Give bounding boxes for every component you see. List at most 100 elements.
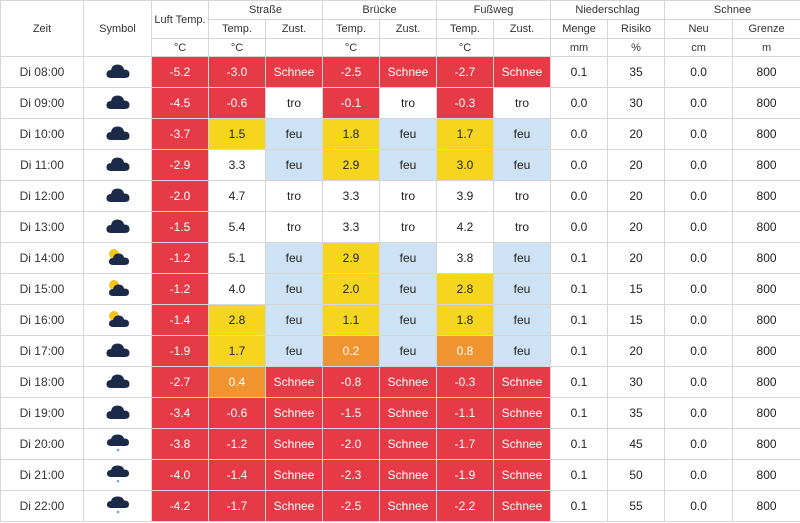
cloud-snow-icon — [105, 495, 131, 518]
cell-luft-temp: -2.0 — [151, 180, 209, 212]
cell-bruecke-temp: 3.3 — [322, 211, 381, 243]
unit-strasse-temp: °C — [208, 38, 266, 57]
cell-menge: 0.0 — [550, 180, 609, 212]
unit-bruecke-zust — [379, 38, 438, 57]
cell-risiko: 20 — [607, 149, 666, 181]
cell-bruecke-temp: 2.9 — [322, 149, 381, 181]
cell-grenze: 800 — [732, 397, 800, 429]
table-header: Zeit Symbol Luft Temp. Straße Brücke Fuß… — [0, 0, 800, 57]
header-neu: Neu — [664, 19, 734, 39]
cell-symbol — [83, 397, 152, 429]
cell-zeit: Di 21:00 — [0, 459, 84, 491]
unit-menge: mm — [550, 38, 609, 57]
cell-bruecke-zust: feu — [379, 335, 438, 367]
cell-menge: 0.1 — [550, 273, 609, 305]
cell-neu: 0.0 — [664, 304, 734, 336]
cell-bruecke-zust: feu — [379, 149, 438, 181]
cell-symbol — [83, 56, 152, 88]
cell-bruecke-temp: -2.3 — [322, 459, 381, 491]
cloud-icon — [105, 124, 131, 145]
cell-fussweg-temp: 4.2 — [436, 211, 495, 243]
cell-symbol — [83, 149, 152, 181]
header-fussweg-zust: Zust. — [493, 19, 552, 39]
cell-bruecke-zust: Schnee — [379, 397, 438, 429]
unit-fussweg-temp: °C — [436, 38, 495, 57]
cell-bruecke-temp: -0.1 — [322, 87, 381, 119]
cell-strasse-zust: feu — [264, 149, 324, 181]
cell-zeit: Di 11:00 — [0, 149, 84, 181]
cell-bruecke-temp: 1.8 — [322, 118, 381, 150]
cell-neu: 0.0 — [664, 428, 734, 460]
cell-zeit: Di 15:00 — [0, 273, 84, 305]
cell-luft-temp: -1.4 — [151, 304, 209, 336]
cell-bruecke-temp: -2.5 — [322, 490, 381, 522]
cell-strasse-zust: feu — [264, 273, 324, 305]
cell-fussweg-zust: Schnee — [493, 397, 552, 429]
cell-strasse-zust: Schnee — [264, 459, 324, 491]
header-niederschlag: Niederschlag — [550, 0, 666, 20]
cell-strasse-temp: 1.5 — [208, 118, 266, 150]
table-row: Di 22:00 -4.2 -1.7 Schnee -2.5 Schnee -2.2 Schn… — [0, 490, 800, 522]
cell-luft-temp: -2.7 — [151, 366, 209, 398]
cell-zeit: Di 13:00 — [0, 211, 84, 243]
cell-fussweg-temp: -0.3 — [436, 366, 495, 398]
cell-strasse-zust: feu — [264, 118, 324, 150]
unit-grenze: m — [732, 38, 800, 57]
cell-menge: 0.0 — [550, 87, 609, 119]
cell-risiko: 45 — [607, 428, 666, 460]
cell-menge: 0.1 — [550, 397, 609, 429]
cloud-icon — [105, 372, 131, 393]
cell-neu: 0.0 — [664, 397, 734, 429]
header-bruecke-zust: Zust. — [379, 19, 438, 39]
cell-luft-temp: -3.4 — [151, 397, 209, 429]
cell-menge: 0.1 — [550, 56, 609, 88]
table-row: Di 08:00 -5.2 -3.0 Schnee -2.5 Schnee -2.7 Schn… — [0, 56, 800, 88]
cell-fussweg-zust: feu — [493, 118, 552, 150]
cell-fussweg-temp: -1.7 — [436, 428, 495, 460]
cell-risiko: 20 — [607, 118, 666, 150]
cell-bruecke-zust: feu — [379, 118, 438, 150]
header-schnee: Schnee — [664, 0, 800, 20]
cell-strasse-zust: Schnee — [264, 366, 324, 398]
cell-bruecke-zust: feu — [379, 273, 438, 305]
cell-bruecke-zust: Schnee — [379, 490, 438, 522]
cell-grenze: 800 — [732, 118, 800, 150]
cell-symbol — [83, 490, 152, 522]
cell-fussweg-temp: -1.9 — [436, 459, 495, 491]
cell-menge: 0.1 — [550, 304, 609, 336]
cell-menge: 0.1 — [550, 335, 609, 367]
cell-strasse-temp: 0.4 — [208, 366, 266, 398]
unit-risiko: % — [607, 38, 666, 57]
table-row: Di 19:00 -3.4 -0.6 Schnee -1.5 Schnee -1.1 Schn… — [0, 397, 800, 429]
sun-cloud-icon — [105, 278, 131, 301]
cell-fussweg-temp: -1.1 — [436, 397, 495, 429]
cell-symbol — [83, 428, 152, 460]
cell-bruecke-zust: feu — [379, 242, 438, 274]
cell-risiko: 30 — [607, 366, 666, 398]
sun-cloud-icon — [105, 309, 131, 332]
header-menge: Menge — [550, 19, 609, 39]
cell-grenze: 800 — [732, 242, 800, 274]
cell-fussweg-zust: Schnee — [493, 428, 552, 460]
cell-fussweg-temp: -2.2 — [436, 490, 495, 522]
table-row: Di 10:00 -3.7 1.5 feu 1.8 feu 1.7 feu 0.0 20 0.0 80… — [0, 118, 800, 150]
cell-fussweg-zust: tro — [493, 211, 552, 243]
cell-fussweg-temp: -0.3 — [436, 87, 495, 119]
cell-symbol — [83, 118, 152, 150]
cell-symbol — [83, 459, 152, 491]
cell-grenze: 800 — [732, 273, 800, 305]
unit-neu: cm — [664, 38, 734, 57]
cell-grenze: 800 — [732, 490, 800, 522]
cell-strasse-zust: Schnee — [264, 56, 324, 88]
cell-fussweg-zust: feu — [493, 304, 552, 336]
cloud-icon — [105, 155, 131, 176]
table-body: Di 08:00 -5.2 -3.0 Schnee -2.5 Schnee -2.7 Schn… — [0, 56, 800, 522]
cell-grenze: 800 — [732, 149, 800, 181]
cell-strasse-zust: tro — [264, 180, 324, 212]
cell-fussweg-zust: feu — [493, 335, 552, 367]
cell-fussweg-temp: 3.8 — [436, 242, 495, 274]
cell-bruecke-zust: tro — [379, 87, 438, 119]
header-bruecke: Brücke — [322, 0, 438, 20]
header-zeit: Zeit — [0, 0, 84, 57]
cell-strasse-temp: -0.6 — [208, 87, 266, 119]
